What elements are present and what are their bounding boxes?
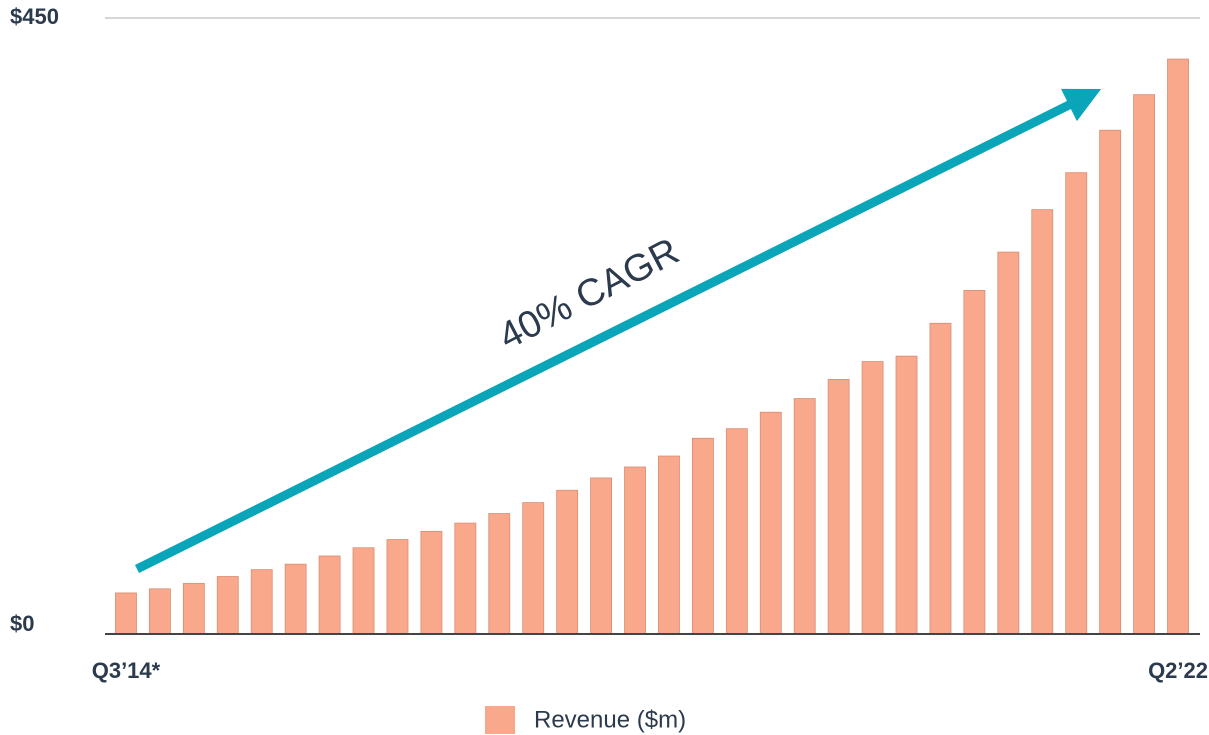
x-tick-label: Q3’14*: [92, 658, 161, 683]
bar: [318, 555, 341, 635]
bar: [148, 588, 171, 635]
x-tick-label: Q2’22: [1148, 658, 1208, 683]
bar: [386, 539, 409, 635]
bar: [725, 428, 748, 635]
bar: [420, 530, 443, 635]
plot: $0 $450 Q3’14* Q2’22 Revenue ($m): [10, 4, 1208, 734]
bar: [759, 411, 782, 635]
bar: [250, 569, 273, 635]
y-tick-label: $450: [10, 4, 59, 29]
bar: [216, 576, 239, 635]
bar: [488, 513, 511, 635]
bar: [793, 398, 816, 635]
bar: [115, 592, 137, 635]
bar: [182, 582, 205, 635]
bar: [284, 563, 307, 635]
bar: [997, 251, 1020, 635]
bar: [522, 502, 545, 635]
y-tick-label: $0: [10, 611, 34, 636]
bar: [691, 437, 714, 635]
bar: [352, 547, 375, 635]
bar: [556, 489, 579, 635]
bar: [1031, 209, 1054, 635]
bar: [1167, 58, 1189, 635]
bar: [1065, 172, 1088, 635]
bar: [929, 322, 952, 635]
bar: [454, 522, 477, 635]
bar: [590, 477, 613, 635]
bar: [895, 355, 918, 635]
bar: [1133, 94, 1156, 635]
bar: [827, 378, 850, 635]
bar: [861, 361, 884, 635]
legend-swatch: [485, 706, 515, 734]
bar: [1099, 129, 1122, 635]
bar: [624, 466, 646, 635]
bar: [658, 455, 680, 635]
bar: [963, 290, 986, 635]
growth-arrow: [134, 88, 1102, 574]
legend-label: Revenue ($m): [534, 706, 686, 733]
